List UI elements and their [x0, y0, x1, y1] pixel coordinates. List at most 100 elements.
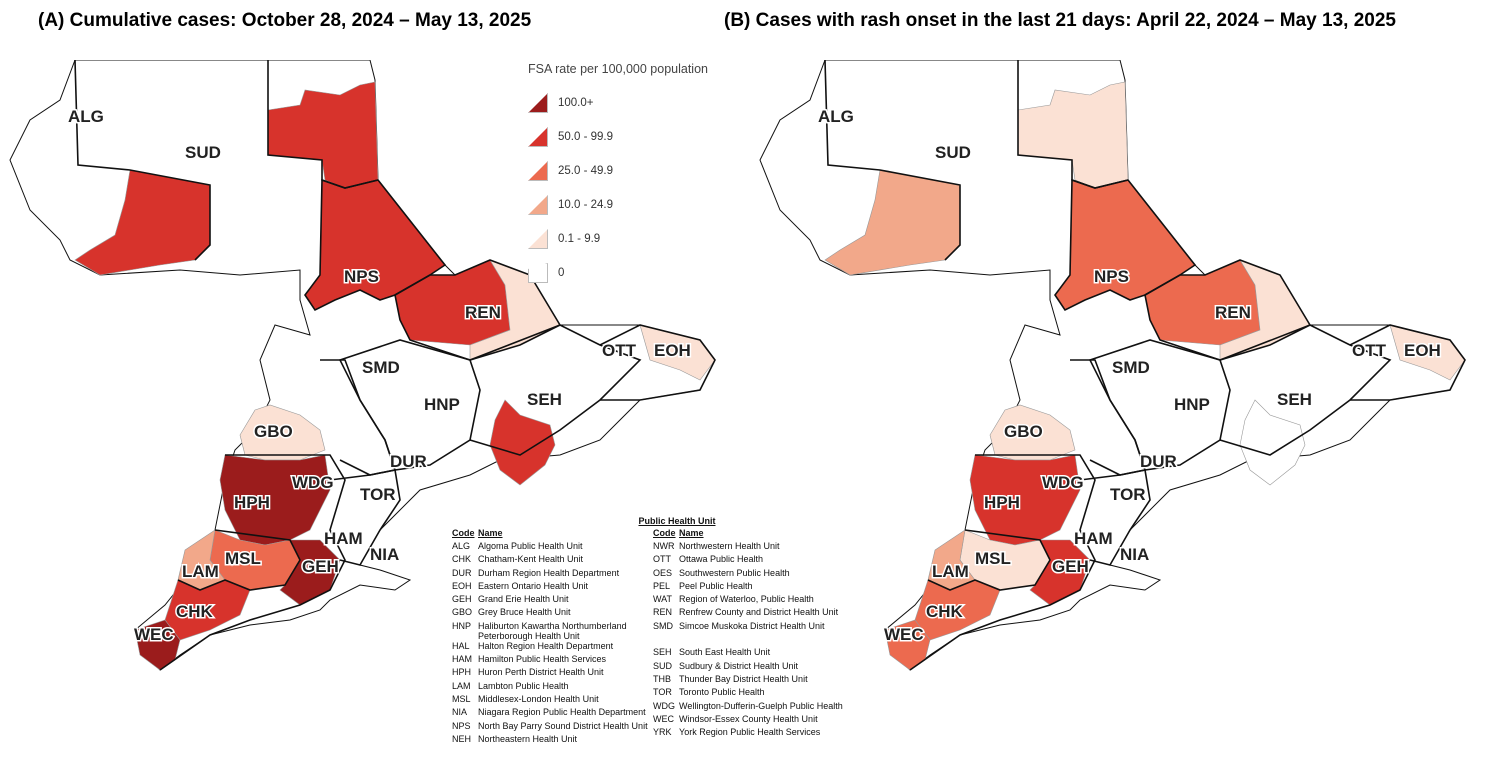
label-nia: NIA [1120, 545, 1149, 564]
phu-code: YRK [653, 727, 672, 738]
phu-name: South East Health Unit [679, 647, 771, 658]
phu-name: Wellington-Dufferin-Guelph Public Health [679, 700, 843, 711]
label-hph: HPH [234, 493, 270, 512]
label-nia: NIA [370, 545, 399, 564]
label-hnp: HNP [424, 395, 460, 414]
legend-item: 25.0 - 49.9 [528, 154, 708, 188]
map-panel-b: ALG SUD NPS REN OTT EOH SMD HNP SEH GBO … [750, 60, 1488, 700]
label-sud: SUD [185, 143, 221, 162]
boundary-ott-eoh [599, 324, 716, 401]
label-dur: DUR [1140, 452, 1177, 471]
phu-name: Lambton Public Health [478, 680, 569, 691]
phu-code: SEH [653, 647, 672, 658]
region-hph [219, 454, 331, 546]
code-table-row: GEH Grand Erie Health Unit [452, 594, 656, 607]
label-alg: ALG [818, 107, 854, 126]
phu-code: SMD [653, 620, 674, 631]
label-tor: TOR [360, 485, 396, 504]
legend-item: 100.0+ [528, 86, 708, 120]
label-geh: GEH [1052, 557, 1089, 576]
code-table-row: YRK York Region Public Health Services [653, 727, 862, 740]
legend-title: FSA rate per 100,000 population [528, 62, 708, 76]
label-hph: HPH [984, 493, 1020, 512]
phu-code: MSL [452, 693, 471, 704]
legend-swatch [528, 127, 548, 147]
label-gbo: GBO [254, 422, 293, 441]
phu-code: ALG [452, 541, 471, 551]
phu-code-table: Public Health Unit Code Name ALG Algoma Pu… [452, 516, 862, 747]
code-table-row: HPH Huron Perth District Health Unit [452, 667, 656, 680]
phu-code: WDG [653, 700, 676, 711]
code-table-row: WDG Wellington-Dufferin-Guelph Public Hea… [653, 701, 862, 714]
phu-code: LAM [452, 680, 471, 691]
phu-name: Toronto Public Health [679, 687, 765, 698]
label-nps: NPS [344, 267, 379, 286]
label-geh: GEH [302, 557, 339, 576]
legend-item: 50.0 - 99.9 [528, 120, 708, 154]
phu-code: OES [653, 567, 673, 578]
code-table-row: THB Thunder Bay District Health Unit [653, 674, 862, 687]
phu-name: Windsor-Essex County Health Unit [679, 713, 818, 724]
code-table-row: DUR Durham Region Health Department [452, 568, 656, 581]
code-table-row: SEH South East Health Unit [653, 647, 862, 660]
phu-name: Northeastern Health Unit [478, 733, 578, 744]
phu-name: Huron Perth District Health Unit [478, 667, 604, 678]
label-wec: WEC [134, 625, 174, 644]
legend-label: 0 [558, 267, 565, 279]
panel-a-title: (A) Cumulative cases: October 28, 2024 –… [38, 10, 532, 31]
code-table-row: HAM Hamilton Public Health Services [452, 654, 656, 667]
phu-name: Hamilton Public Health Services [478, 654, 607, 665]
phu-code [653, 634, 679, 647]
label-seh: SEH [527, 390, 562, 409]
code-table-row: EOH Eastern Ontario Health Unit [452, 581, 656, 594]
boundary-south [909, 454, 1096, 671]
phu-code: GBO [452, 607, 473, 618]
code-table-row: NWR Northwestern Health Unit [653, 541, 862, 554]
code-table-row: NIA Niagara Region Public Health Departme… [452, 707, 656, 720]
phu-code: HAM [452, 654, 472, 665]
legend-item: 10.0 - 24.9 [528, 188, 708, 222]
code-header: Code [653, 528, 676, 538]
label-sud: SUD [935, 143, 971, 162]
boundary-seh [469, 324, 642, 456]
map-panel-a: ALG SUD NPS REN OTT EOH SMD HNP SEH GBO … [0, 60, 740, 700]
boundary-nps [304, 178, 447, 312]
code-table-row: REN Renfrew County and District Health Un… [653, 607, 862, 620]
phu-name: Grey Bruce Health Unit [478, 607, 571, 618]
phu-code: WAT [653, 594, 673, 605]
phu-name: Thunder Bay District Health Unit [679, 673, 808, 684]
label-ren: REN [465, 303, 501, 322]
code-table-row: LAM Lambton Public Health [452, 681, 656, 694]
phu-name: Niagara Region Public Health Department [478, 707, 646, 718]
phu-name: Northwestern Health Unit [679, 541, 780, 551]
phu-code: NWR [653, 541, 675, 551]
code-table-row: NEH Northeastern Health Unit [452, 734, 656, 747]
legend-label: 10.0 - 24.9 [558, 199, 613, 211]
label-tor: TOR [1110, 485, 1146, 504]
legend-swatch [528, 229, 548, 249]
legend-item: 0 [528, 256, 708, 290]
name-header: Name [679, 528, 704, 538]
boundary-south-inner [177, 529, 301, 591]
code-header: Code [452, 528, 475, 538]
legend-label: 0.1 - 9.9 [558, 233, 601, 245]
boundary-ott-eoh [1349, 324, 1466, 401]
phu-code: CHK [452, 554, 472, 565]
phu-name [679, 634, 862, 647]
label-msl: MSL [225, 549, 261, 568]
phu-name: Southwestern Public Health [679, 567, 790, 578]
label-nps: NPS [1094, 267, 1129, 286]
phu-code: OTT [653, 554, 672, 565]
phu-code: PEL [653, 580, 671, 591]
phu-name: Sudbury & District Health Unit [679, 660, 799, 671]
label-ham: HAM [1074, 529, 1113, 548]
code-table-row: CHK Chatham-Kent Health Unit [452, 554, 656, 567]
label-ott: OTT [602, 341, 637, 360]
label-ren: REN [1215, 303, 1251, 322]
code-table-row: WEC Windsor-Essex County Health Unit [653, 714, 862, 727]
region-hph [969, 454, 1081, 546]
label-msl: MSL [975, 549, 1011, 568]
phu-name: Grand Erie Health Unit [478, 594, 569, 605]
legend-label: 50.0 - 99.9 [558, 131, 613, 143]
label-hnp: HNP [1174, 395, 1210, 414]
